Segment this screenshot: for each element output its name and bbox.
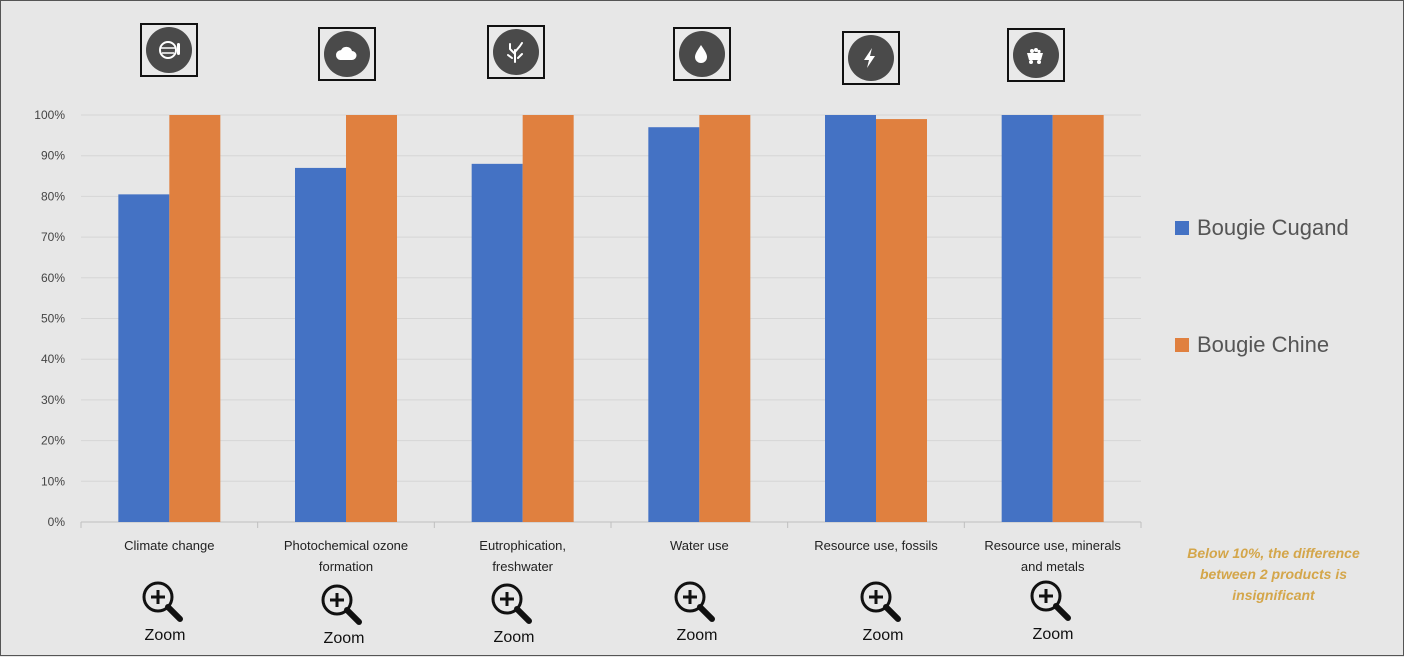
legend-label-chine: Bougie Chine [1197, 332, 1330, 357]
y-tick-label: 60% [41, 271, 65, 285]
legend-label-cugand: Bougie Cugand [1197, 215, 1349, 240]
globe-thermometer-icon [146, 27, 192, 73]
y-tick-label: 30% [41, 393, 65, 407]
zoom-button[interactable]: Zoom [838, 579, 928, 645]
x-tick-label: Resource use, minerals [984, 538, 1121, 553]
bar-cugand [295, 167, 346, 522]
zoom-in-icon [491, 583, 532, 624]
y-tick-label: 100% [34, 108, 65, 122]
category-icon-box [140, 23, 198, 77]
x-tick-label: Photochemical ozone [284, 538, 408, 553]
zoom-in-icon [860, 581, 901, 622]
zoom-label: Zoom [323, 630, 365, 647]
x-tick-label: Water use [670, 538, 729, 553]
zoom-label: Zoom [493, 629, 535, 646]
bar-chine [346, 115, 397, 522]
zoom-in-icon [1030, 580, 1071, 621]
bar-cugand [825, 115, 876, 522]
zoom-label: Zoom [862, 627, 904, 644]
x-tick-label: Resource use, fossils [814, 538, 938, 553]
category-icon-box [1007, 28, 1065, 82]
zoom-button[interactable]: Zoom [469, 581, 559, 647]
bar-chine [522, 115, 574, 522]
x-tick-label: freshwater [492, 559, 553, 574]
bar-chine [169, 115, 221, 522]
category-icon-box [842, 31, 900, 85]
bar-cugand [471, 163, 523, 522]
bar-cugand [1001, 115, 1053, 522]
y-tick-label: 10% [41, 474, 65, 488]
y-tick-label: 0% [48, 515, 66, 529]
water-drop-icon [679, 31, 725, 77]
zoom-in-icon [142, 581, 183, 622]
y-tick-label: 80% [41, 189, 65, 203]
legend-swatch-chine [1175, 338, 1189, 352]
x-tick-label: formation [319, 559, 373, 574]
coral-icon [493, 29, 539, 75]
y-tick-label: 90% [41, 149, 65, 163]
x-tick-label: and metals [1021, 559, 1085, 574]
legend-swatch-cugand [1175, 221, 1189, 235]
mine-cart-icon [1013, 32, 1059, 78]
zoom-label: Zoom [676, 627, 718, 644]
legend-item-cugand: Bougie Cugand [1175, 215, 1349, 241]
zoom-label: Zoom [1032, 626, 1074, 643]
bar-cugand [648, 127, 700, 523]
bar-chine [699, 115, 751, 522]
bar-chine [876, 119, 927, 522]
y-tick-label: 70% [41, 230, 65, 244]
zoom-button[interactable]: Zoom [652, 579, 742, 645]
category-icon-box [487, 25, 545, 79]
lightning-bolt-icon [848, 35, 894, 81]
cloud-icon [324, 31, 370, 77]
zoom-in-icon [321, 584, 362, 625]
zoom-label: Zoom [144, 627, 186, 644]
y-tick-label: 40% [41, 352, 65, 366]
category-icon-box [673, 27, 731, 81]
y-tick-label: 20% [41, 434, 65, 448]
zoom-in-icon [674, 581, 715, 622]
bar-cugand [118, 194, 170, 523]
bar-chine [1052, 115, 1104, 522]
legend-item-chine: Bougie Chine [1175, 332, 1329, 358]
zoom-button[interactable]: Zoom [1008, 578, 1098, 644]
zoom-button[interactable]: Zoom [299, 582, 389, 648]
zoom-button[interactable]: Zoom [120, 579, 210, 645]
significance-note: Below 10%, the difference between 2 prod… [1187, 545, 1360, 603]
x-tick-label: Eutrophication, [479, 538, 566, 553]
category-icon-box [318, 27, 376, 81]
y-tick-label: 50% [41, 312, 65, 326]
x-tick-label: Climate change [124, 538, 214, 553]
